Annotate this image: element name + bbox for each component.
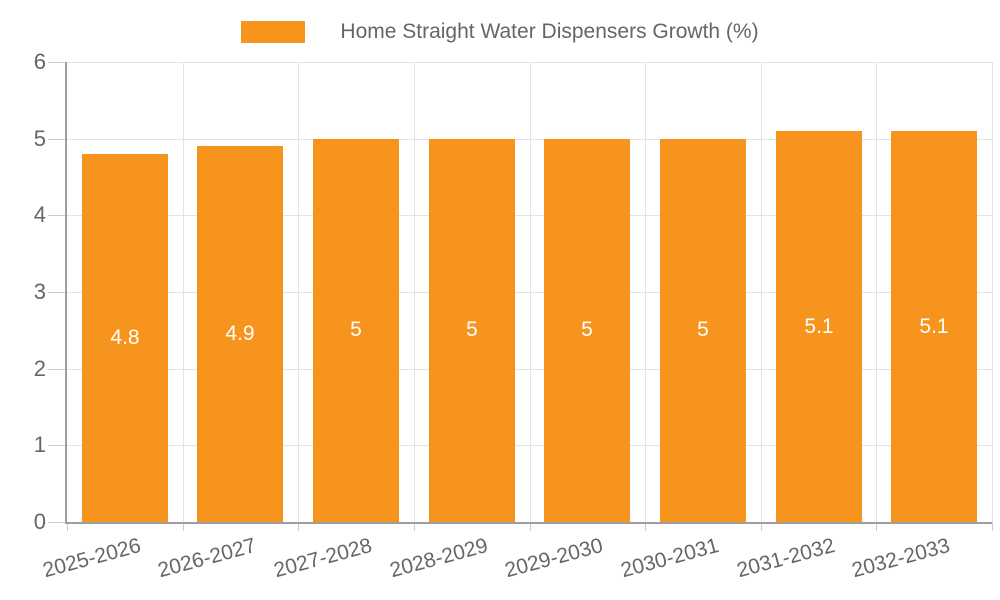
v-gridline — [992, 62, 993, 522]
v-gridline — [876, 62, 877, 522]
x-axis-tick — [530, 522, 531, 531]
legend-label: Home Straight Water Dispensers Growth (%… — [340, 20, 759, 43]
v-gridline — [183, 62, 184, 522]
bar[interactable] — [544, 139, 630, 522]
x-axis-tick — [992, 522, 993, 531]
y-axis-tick — [48, 62, 67, 63]
bar-value-label: 5 — [697, 318, 709, 341]
x-axis-tick — [183, 522, 184, 531]
y-axis-tick — [48, 139, 67, 140]
bar[interactable] — [197, 146, 283, 522]
y-axis-label: 3 — [33, 279, 46, 304]
x-axis-tick — [876, 522, 877, 531]
y-axis-label: 5 — [33, 126, 46, 151]
x-axis-tick — [298, 522, 299, 531]
x-axis-label: 2031-2032 — [733, 534, 837, 583]
bar[interactable] — [313, 139, 399, 522]
legend-item[interactable]: Home Straight Water Dispensers Growth (%… — [0, 20, 1000, 44]
y-axis-label: 1 — [33, 432, 46, 457]
x-axis-label: 2029-2030 — [501, 534, 605, 583]
x-axis-tick — [67, 522, 68, 531]
legend-swatch — [241, 21, 306, 43]
y-axis-line — [65, 62, 67, 522]
y-axis-tick — [48, 445, 67, 446]
bar-value-label: 5.1 — [919, 315, 949, 338]
x-axis-label: 2028-2029 — [386, 534, 490, 583]
bar-value-label: 5 — [466, 318, 478, 341]
h-gridline — [67, 369, 992, 370]
v-gridline — [645, 62, 646, 522]
bar-value-label: 4.8 — [110, 326, 140, 349]
h-gridline — [67, 292, 992, 293]
y-axis-label: 4 — [33, 202, 46, 227]
x-axis-label: 2027-2028 — [270, 534, 374, 583]
x-axis-line — [65, 522, 992, 524]
bar[interactable] — [891, 131, 977, 522]
h-gridline — [67, 139, 992, 140]
y-axis-tick — [48, 292, 67, 293]
bar[interactable] — [429, 139, 515, 522]
bar-value-label: 5 — [350, 318, 362, 341]
h-gridline — [67, 215, 992, 216]
y-axis-tick — [48, 522, 67, 523]
y-axis-label: 0 — [33, 509, 46, 534]
v-gridline — [530, 62, 531, 522]
x-axis-label: 2032-2033 — [848, 534, 952, 583]
y-axis-tick — [48, 215, 67, 216]
v-gridline — [761, 62, 762, 522]
x-axis-tick — [645, 522, 646, 531]
x-axis-tick — [761, 522, 762, 531]
bar-value-label: 5.1 — [804, 315, 834, 338]
h-gridline — [67, 62, 992, 63]
bar[interactable] — [82, 154, 168, 522]
y-axis-tick — [48, 369, 67, 370]
x-axis-label: 2030-2031 — [617, 534, 721, 583]
v-gridline — [298, 62, 299, 522]
x-axis-label: 2026-2027 — [154, 534, 258, 583]
h-gridline — [67, 445, 992, 446]
bar-value-label: 4.9 — [225, 322, 255, 345]
y-axis-label: 2 — [33, 356, 46, 381]
bar[interactable] — [776, 131, 862, 522]
y-axis-label: 6 — [33, 49, 46, 74]
x-axis-label: 2025-2026 — [39, 534, 143, 583]
bar-value-label: 5 — [581, 318, 593, 341]
v-gridline — [414, 62, 415, 522]
x-axis-tick — [414, 522, 415, 531]
bar[interactable] — [660, 139, 746, 522]
